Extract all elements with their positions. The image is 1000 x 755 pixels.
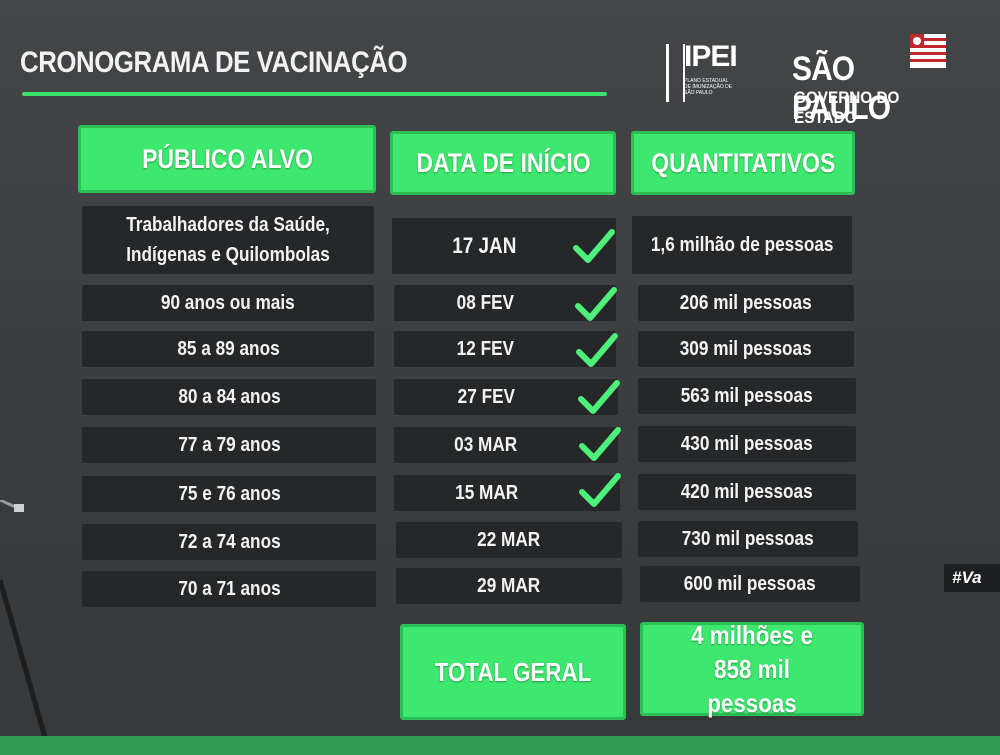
check-icon: [579, 427, 621, 461]
row-6-data-text: 22 MAR: [477, 529, 541, 551]
row-1-publico: 90 anos ou mais: [82, 285, 374, 321]
row-2-quant-text: 309 mil pessoas: [680, 338, 812, 360]
total-geral-value: 4 milhões e 858 mil pessoas: [640, 620, 864, 718]
total-geral-label-text: TOTAL GERAL: [434, 657, 592, 687]
title-underline: [22, 92, 607, 96]
row-3-publico: 80 a 84 anos: [82, 379, 376, 415]
row-1-data-text: 08 FEV: [456, 292, 514, 314]
row-5-quant-text: 420 mil pessoas: [681, 481, 813, 503]
microphone-stand: [0, 500, 53, 755]
row-0-publico: Trabalhadores da Saúde, Indígenas e Quil…: [82, 206, 374, 274]
row-3-data-text: 27 FEV: [457, 386, 515, 408]
row-0-publico-text: Trabalhadores da Saúde, Indígenas e Quil…: [126, 214, 330, 266]
row-4-publico: 77 a 79 anos: [82, 427, 376, 463]
header-data-inicio: DATA DE INÍCIO: [390, 131, 616, 195]
page-title: CRONOGRAMA DE VACINAÇÃO: [20, 46, 408, 79]
row-4-publico-text: 77 a 79 anos: [177, 434, 281, 456]
sao-paulo-flag-icon: [910, 34, 946, 68]
total-geral-value-text: 4 milhões e 858 mil pessoas: [691, 620, 813, 718]
check-icon: [573, 229, 615, 263]
total-geral-label: TOTAL GERAL: [400, 624, 626, 720]
sao-paulo-logo: SÃO PAULO GOVERNO DO ESTADO: [792, 28, 982, 127]
row-1-data: 08 FEV: [394, 285, 616, 321]
row-5-publico-text: 75 e 76 anos: [177, 483, 281, 505]
row-7-data: 29 MAR: [396, 568, 622, 604]
row-1-quant: 206 mil pessoas: [638, 285, 854, 321]
check-icon: [579, 473, 621, 507]
row-2-data-text: 12 FEV: [456, 338, 514, 360]
row-4-quant: 430 mil pessoas: [638, 426, 856, 462]
row-2-publico: 85 a 89 anos: [82, 331, 374, 367]
row-4-data-text: 03 MAR: [454, 434, 518, 456]
sao-paulo-logo-subtitle: GOVERNO DO ESTADO: [794, 88, 900, 127]
header-publico-alvo: PÚBLICO ALVO: [78, 125, 376, 193]
check-icon: [575, 287, 617, 321]
row-2-quant: 309 mil pessoas: [638, 331, 854, 367]
ipei-logo-text: IPEI: [684, 40, 738, 73]
row-0-data-text: 17 JAN: [451, 233, 517, 258]
row-5-data-text: 15 MAR: [455, 482, 519, 504]
check-icon: [576, 333, 618, 367]
row-3-quant: 563 mil pessoas: [638, 378, 856, 414]
row-1-quant-text: 206 mil pessoas: [680, 292, 812, 314]
bottom-accent-bar: [0, 736, 1000, 755]
row-6-data: 22 MAR: [396, 522, 622, 558]
sao-paulo-logo-text: SÃO PAULO: [792, 50, 891, 127]
row-6-publico-text: 72 a 74 anos: [177, 531, 281, 553]
row-0-quant-text: 1,6 milhão de pessoas: [650, 234, 834, 256]
row-2-publico-text: 85 a 89 anos: [176, 338, 280, 360]
hashtag-banner: #Va: [944, 564, 1000, 592]
row-4-quant-text: 430 mil pessoas: [681, 433, 813, 455]
row-6-quant: 730 mil pessoas: [638, 521, 858, 557]
row-7-data-text: 29 MAR: [477, 575, 541, 597]
row-7-quant-text: 600 mil pessoas: [684, 573, 816, 595]
ipei-logo-bars: [666, 44, 685, 102]
row-1-publico-text: 90 anos ou mais: [161, 292, 295, 314]
row-3-publico-text: 80 a 84 anos: [177, 386, 281, 408]
row-5-publico: 75 e 76 anos: [82, 476, 376, 512]
header-data-inicio-label: DATA DE INÍCIO: [415, 147, 591, 178]
row-0-data: 17 JAN: [392, 218, 616, 274]
row-0-quant: 1,6 milhão de pessoas: [632, 216, 852, 274]
row-6-quant-text: 730 mil pessoas: [682, 528, 814, 550]
row-3-quant-text: 563 mil pessoas: [681, 385, 813, 407]
header-publico-alvo-label: PÚBLICO ALVO: [141, 143, 313, 174]
row-5-quant: 420 mil pessoas: [638, 474, 856, 510]
row-6-publico: 72 a 74 anos: [82, 524, 376, 560]
row-7-publico-text: 70 a 71 anos: [177, 578, 281, 600]
row-7-publico: 70 a 71 anos: [82, 571, 376, 607]
row-7-quant: 600 mil pessoas: [640, 566, 860, 602]
ipei-logo-subtitle: PLANO ESTADUAL DE IMUNIZAÇÃO DE SÃO PAUL…: [684, 78, 733, 96]
header-quantitativos: QUANTITATIVOS: [631, 131, 855, 195]
ipei-logo: IPEI PLANO ESTADUAL DE IMUNIZAÇÃO DE SÃO…: [666, 40, 738, 106]
check-icon: [578, 380, 620, 414]
header-quantitativos-label: QUANTITATIVOS: [650, 147, 836, 178]
